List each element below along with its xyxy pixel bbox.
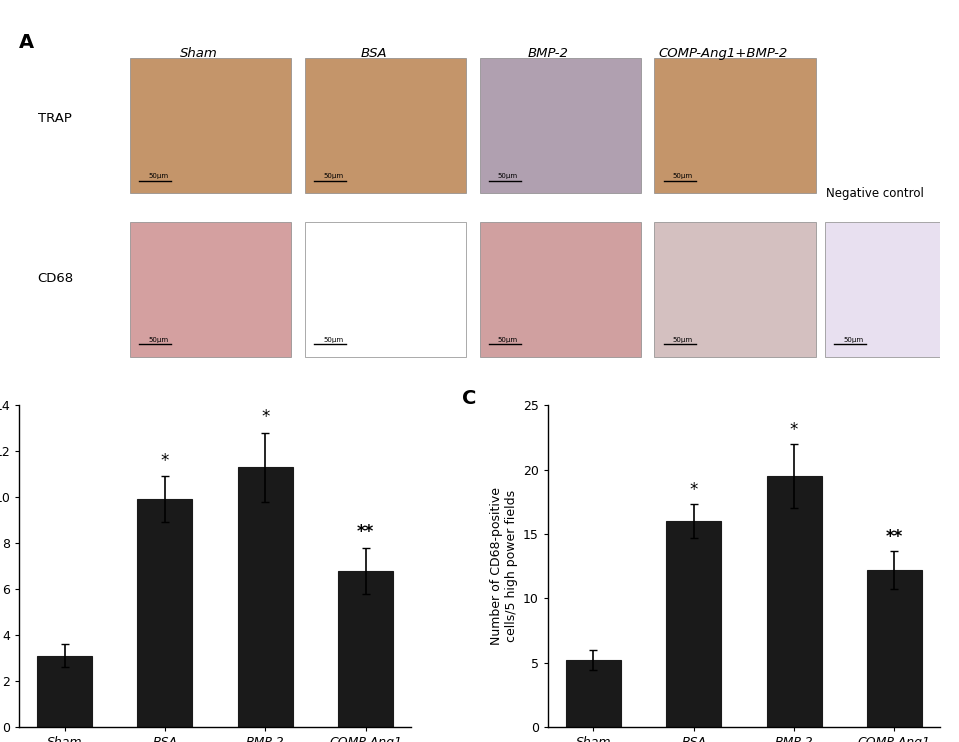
Y-axis label: Number of CD68-positive
cells/5 high power fields: Number of CD68-positive cells/5 high pow… (490, 487, 518, 646)
Text: 50μm: 50μm (148, 337, 168, 343)
FancyBboxPatch shape (654, 58, 815, 193)
FancyBboxPatch shape (305, 58, 466, 193)
Text: *: * (690, 482, 698, 499)
Bar (566, 660, 621, 727)
Text: 50μm: 50μm (148, 173, 168, 179)
Text: *: * (161, 452, 169, 470)
Bar (667, 521, 721, 727)
FancyBboxPatch shape (480, 58, 641, 193)
Text: BSA: BSA (361, 47, 386, 60)
FancyBboxPatch shape (480, 222, 641, 357)
Text: **: ** (357, 523, 374, 541)
Bar (867, 570, 922, 727)
Text: 50μm: 50μm (673, 337, 693, 343)
Bar (37, 656, 92, 727)
FancyBboxPatch shape (654, 222, 815, 357)
Bar (137, 499, 193, 727)
Text: **: ** (886, 528, 903, 545)
Text: 50μm: 50μm (323, 173, 343, 179)
Text: COMP-Ang1+BMP-2: COMP-Ang1+BMP-2 (659, 47, 788, 60)
Text: BMP-2: BMP-2 (528, 47, 569, 60)
Text: TRAP: TRAP (37, 112, 72, 125)
Text: 50μm: 50μm (843, 337, 863, 343)
Bar (238, 467, 292, 727)
Text: 50μm: 50μm (498, 337, 518, 343)
Bar (338, 571, 393, 727)
FancyBboxPatch shape (129, 222, 291, 357)
Text: *: * (261, 408, 269, 426)
Text: 50μm: 50μm (323, 337, 343, 343)
Text: 50μm: 50μm (498, 173, 518, 179)
Text: A: A (19, 33, 35, 52)
Text: C: C (462, 389, 477, 408)
Text: Negative control: Negative control (827, 186, 924, 200)
Text: CD68: CD68 (37, 272, 74, 285)
Bar (766, 476, 822, 727)
Text: *: * (790, 421, 798, 439)
Text: 50μm: 50μm (673, 173, 693, 179)
Text: Sham: Sham (180, 47, 218, 60)
FancyBboxPatch shape (305, 222, 466, 357)
FancyBboxPatch shape (129, 58, 291, 193)
FancyBboxPatch shape (825, 222, 959, 357)
